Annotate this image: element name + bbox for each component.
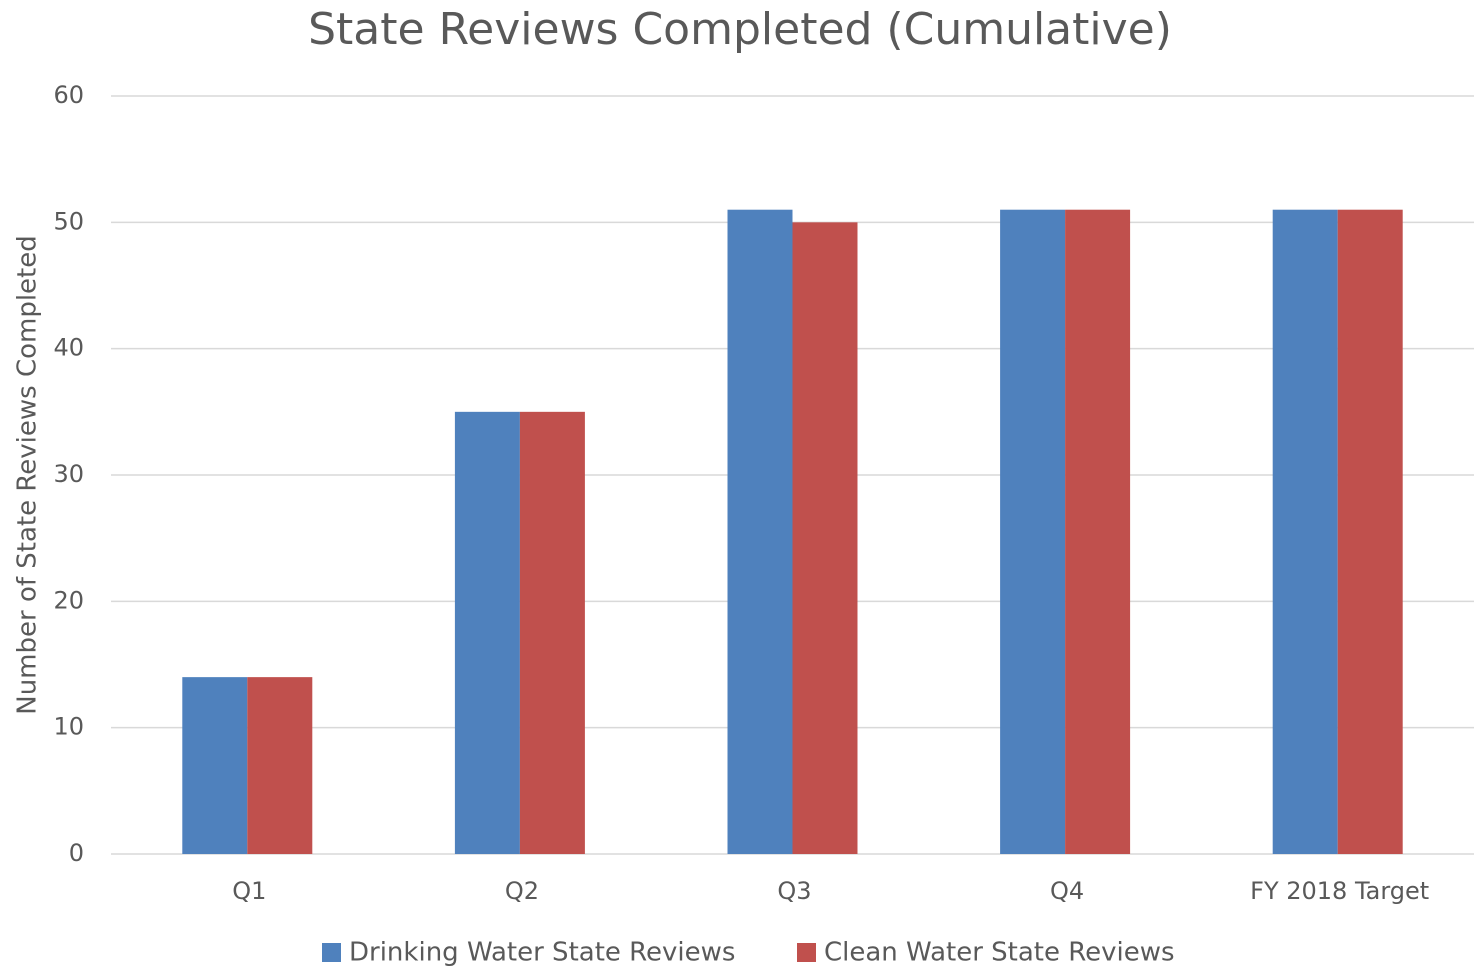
bar [454,411,520,854]
x-tick-label: FY 2018 Target [1250,877,1429,905]
y-axis-label: Number of State Reviews Completed [13,235,43,715]
legend-label: Drinking Water State Reviews [349,938,735,968]
bar [1272,209,1338,854]
bar [1000,209,1066,854]
y-tick-label: 50 [53,207,84,235]
y-tick-label: 0 [69,839,84,867]
bar [727,209,793,854]
y-tick-label: 10 [53,713,84,741]
bar [1065,209,1131,854]
y-tick-label: 30 [53,460,84,488]
x-tick-label: Q2 [505,877,539,905]
bar [182,677,248,854]
bar [519,411,585,854]
legend-label: Clean Water State Reviews [824,938,1175,968]
bar [247,677,313,854]
y-tick-label: 40 [53,334,84,362]
x-tick-label: Q1 [232,877,266,905]
bar [792,222,858,855]
legend-swatch [322,943,341,962]
bar [1337,209,1403,854]
x-tick-label: Q4 [1050,877,1084,905]
y-tick-label: 60 [53,81,84,109]
y-tick-label: 20 [53,586,84,614]
legend-swatch [797,943,816,962]
x-tick-label: Q3 [777,877,811,905]
chart-title: State Reviews Completed (Cumulative) [308,4,1172,55]
